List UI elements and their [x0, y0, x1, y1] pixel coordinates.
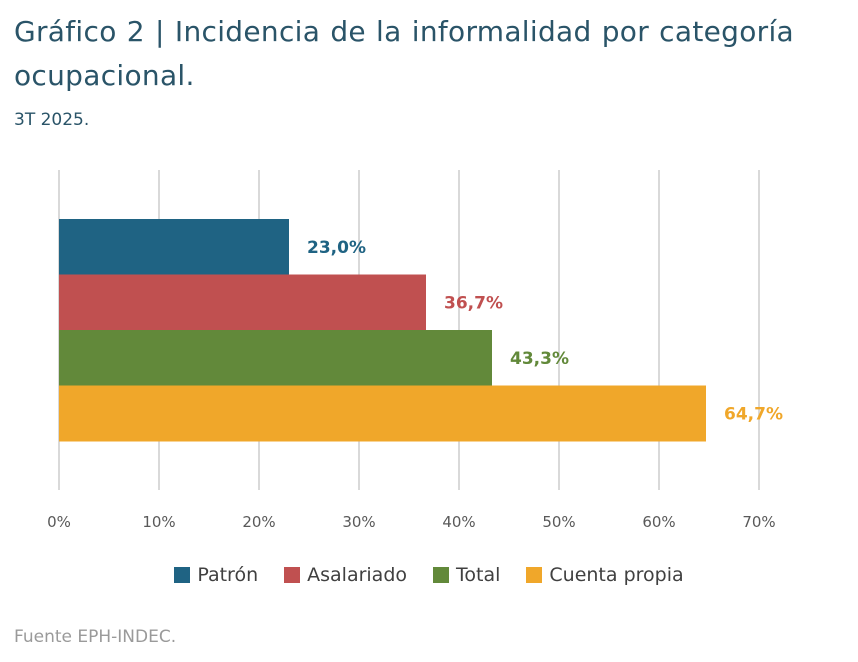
- legend-label: Total: [456, 564, 501, 586]
- legend-swatch: [174, 567, 191, 583]
- bar-patrón: [59, 219, 289, 275]
- legend-item: Cuenta propia: [526, 564, 684, 586]
- x-tick-label: 50%: [542, 513, 575, 531]
- legend: Patrón Asalariado Total Cuenta propia: [0, 564, 858, 586]
- data-label: 23,0%: [307, 238, 366, 258]
- x-tick-label: 10%: [142, 513, 175, 531]
- legend-swatch: [526, 567, 543, 583]
- x-tick-label: 40%: [442, 513, 475, 531]
- x-tick-label: 60%: [642, 513, 675, 531]
- chart-title: Gráfico 2 | Incidencia de la informalida…: [14, 15, 794, 92]
- data-label: 36,7%: [444, 293, 503, 313]
- data-label: 43,3%: [510, 349, 569, 369]
- bar-asalariado: [59, 274, 426, 331]
- bar-chart: 0% 10% 20% 30% 40% 50% 60% 70% 23,0% 36,7% 43,3% 64…: [47, 170, 783, 531]
- legend-item: Asalariado: [284, 564, 407, 586]
- legend-item: Patrón: [174, 564, 258, 586]
- legend-label: Asalariado: [307, 564, 408, 586]
- x-tick-label: 20%: [242, 513, 275, 531]
- source-note: Fuente EPH-INDEC.: [14, 627, 177, 647]
- x-tick-label: 70%: [742, 513, 775, 531]
- data-label: 64,7%: [724, 404, 783, 424]
- bar-cuenta-propia: [59, 385, 706, 442]
- legend-label: Patrón: [197, 564, 259, 586]
- chart-subtitle: 3T 2025.: [14, 110, 90, 130]
- x-tick-label: 0%: [47, 513, 71, 531]
- legend-swatch: [284, 567, 301, 583]
- legend-item: Total: [433, 564, 500, 586]
- x-tick-label: 30%: [342, 513, 375, 531]
- legend-swatch: [433, 567, 450, 583]
- legend-label: Cuenta propia: [549, 564, 684, 586]
- bar-total: [59, 330, 492, 386]
